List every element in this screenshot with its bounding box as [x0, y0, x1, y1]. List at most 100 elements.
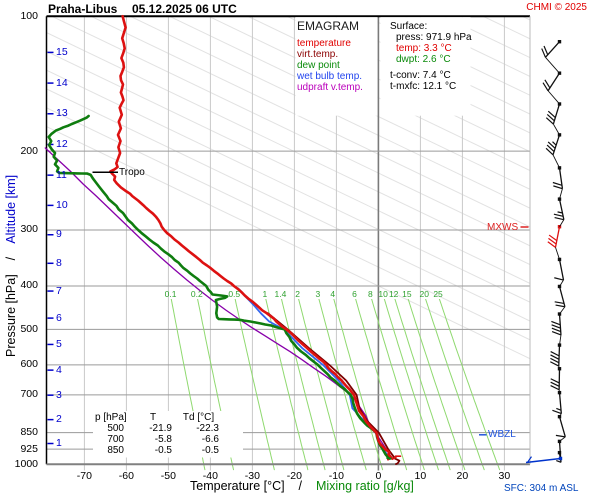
pressure-tick-label: 400 — [20, 279, 38, 292]
pressure-tick-label: 600 — [20, 358, 38, 371]
legend-heading: EMAGRAM — [297, 19, 360, 33]
level-temp: -0.5 — [154, 445, 172, 456]
surface-press: press: 971.9 hPa — [396, 32, 472, 43]
temperature-tick-label: 20 — [456, 470, 469, 482]
table-row: 500 -21.9 -22.3 — [95, 423, 223, 434]
mixing-ratio-line-label: 8 — [368, 288, 373, 299]
altitude-tick-label: 3 — [56, 388, 62, 401]
wind-barb — [550, 343, 562, 367]
altitude-tick-label: 7 — [56, 284, 62, 297]
wind-barb — [545, 102, 562, 125]
table-header-td: Td [°C] — [182, 412, 215, 423]
table-row: 850 -0.5 -0.5 — [95, 445, 223, 456]
temperature-tick-label: -30 — [244, 470, 260, 482]
x-axis-title-temperature: Temperature [°C] — [190, 479, 285, 493]
temperature-tick-label: -40 — [202, 470, 218, 482]
table-header-t: T — [149, 412, 157, 423]
altitude-tick-label: 10 — [56, 198, 68, 211]
temperature-tick-label: -70 — [76, 470, 92, 482]
mixing-ratio-line-label: 12 — [388, 288, 399, 299]
legend-item-virt-temp: virt.temp. — [297, 49, 339, 60]
mixing-ratio-line-label: 15 — [402, 288, 412, 299]
mixing-ratio-line-label: 2 — [295, 288, 300, 299]
pressure-tick-label: 500 — [20, 322, 38, 335]
wind-barb — [555, 414, 566, 438]
curve-temperature — [109, 14, 394, 460]
table-header-p: p [hPa] — [95, 412, 127, 423]
max-wind-label: MXWS — [487, 222, 519, 233]
surface-wind-barb — [525, 457, 561, 464]
pressure-tick-label: 700 — [20, 388, 38, 401]
mixing-ratio-line-label: 0.1 — [164, 288, 177, 299]
level-pressure: 700 — [107, 434, 124, 445]
y-axis-title-separator: / — [4, 256, 18, 261]
curve-dew-point — [47, 114, 391, 460]
mixing-ratio-line-label: 4 — [330, 288, 336, 299]
wind-barb — [552, 166, 564, 190]
pressure-tick-label: 1000 — [14, 457, 38, 470]
altitude-tick-label: 9 — [56, 228, 62, 241]
altitude-tick-label: 1 — [56, 437, 62, 449]
altitude-tick-label: 14 — [56, 76, 68, 89]
wind-barb — [550, 367, 562, 391]
altitude-tick-label: 6 — [56, 311, 62, 324]
surface-temp: temp: 3.3 °C — [396, 43, 452, 54]
altitude-tick-label: 15 — [56, 45, 68, 58]
temperature-tick-label: -20 — [286, 470, 302, 482]
x-axis-title-mixing-ratio: Mixing ratio [g/kg] — [315, 479, 414, 493]
table-row: 700 -5.8 -6.6 — [95, 434, 223, 445]
level-dwpt: -22.3 — [196, 423, 219, 434]
legend-item-updraft-vtemp: udpraft v.temp. — [297, 82, 363, 93]
mixing-ratio-line-label: 10 — [378, 288, 388, 299]
temperature-tick-label: -10 — [328, 470, 344, 482]
temperature-tick-label: 0 — [375, 470, 382, 482]
mixing-ratio-line-label: 1 — [262, 288, 268, 299]
wind-barb — [554, 257, 565, 281]
pressure-tick-label: 850 — [20, 426, 38, 439]
copyright-note: CHMI © 2025 — [526, 2, 587, 13]
mixing-ratio-line-label: 25 — [433, 288, 443, 299]
legend-item-wet-bulb: wet bulb temp. — [297, 71, 363, 82]
mixing-ratio-line-label: 20 — [419, 288, 430, 299]
pressure-tick-label: 200 — [20, 144, 38, 157]
temperature-tick-label: -50 — [160, 470, 176, 482]
surface-tconv: t-conv: 7.4 °C — [390, 70, 451, 81]
surface-heading: Surface: — [390, 21, 428, 32]
x-axis-title-separator: / — [298, 479, 303, 493]
wind-barb — [547, 225, 562, 248]
mixing-ratio-line-label: 3 — [315, 288, 321, 299]
mixing-ratio-line-label: 1.4 — [274, 288, 287, 299]
legend-item-temperature: temperature — [297, 38, 351, 49]
altitude-tick-label: 11 — [56, 168, 67, 181]
altitude-tick-label: 13 — [56, 107, 68, 120]
station-name: Praha-Libus — [48, 2, 118, 16]
x-axis-title: Temperature [°C] / Mixing ratio [g/kg] — [190, 479, 414, 493]
level-pressure: 850 — [107, 445, 124, 456]
temperature-tick-label: 30 — [498, 470, 511, 482]
legend-box: EMAGRAM temperature virt.temp. dew point… — [297, 19, 363, 93]
wind-barb — [553, 197, 565, 221]
tropopause-label: Tropo — [119, 167, 145, 178]
wind-barb — [552, 390, 562, 415]
altitude-tick-label: 8 — [56, 256, 62, 269]
altitude-tick-label: 12 — [56, 137, 68, 150]
level-pressure: 500 — [107, 423, 124, 434]
wind-barb — [542, 71, 562, 92]
pressure-tick-label: 300 — [20, 223, 38, 236]
wind-barb — [545, 133, 562, 156]
wind-barb — [541, 39, 562, 58]
legend-item-dew-point: dew point — [297, 60, 340, 71]
mixing-ratio-line-label: 6 — [352, 288, 357, 299]
temperature-tick-label: -60 — [118, 470, 134, 482]
level-dwpt: -0.5 — [201, 445, 219, 456]
mixing-ratio-line-label: 0.5 — [228, 288, 241, 299]
level-dwpt: -6.6 — [201, 434, 219, 445]
altitude-tick-label: 5 — [56, 337, 62, 350]
altitude-tick-label: 4 — [56, 363, 62, 376]
curve-udpraft-v-temp — [44, 147, 393, 460]
pressure-tick-label: 100 — [20, 9, 38, 22]
level-temp: -5.8 — [154, 434, 172, 445]
wet-bulb-zero-label: WBZL — [488, 429, 516, 440]
